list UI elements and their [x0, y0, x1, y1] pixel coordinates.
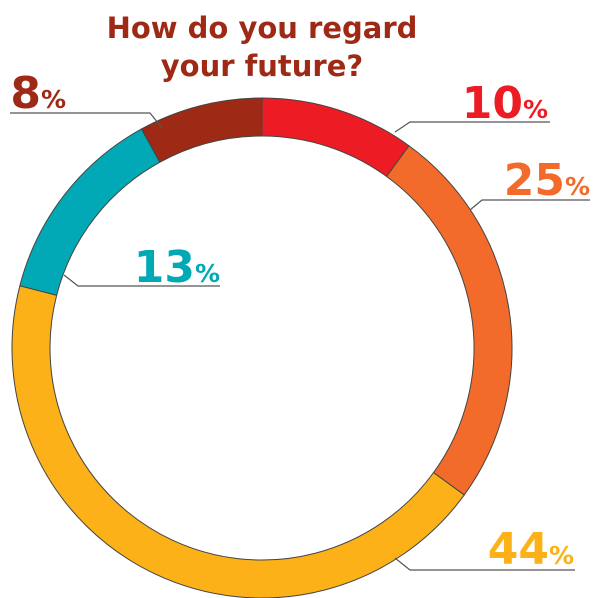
chart-title: your future?	[161, 49, 363, 83]
donut-segment	[385, 145, 513, 496]
donut-segment	[261, 97, 410, 178]
data-label: 25%	[504, 155, 590, 206]
leader-line	[394, 121, 550, 133]
leader-line	[63, 274, 220, 287]
leader-line	[10, 112, 163, 129]
label-unit: %	[549, 541, 574, 570]
label-number: 10	[462, 78, 523, 129]
donut-segment	[11, 285, 465, 598]
chart-title: How do you regard	[107, 11, 418, 45]
label-number: 8	[10, 68, 41, 119]
label-unit: %	[565, 172, 590, 201]
label-number: 25	[504, 155, 565, 206]
leader-line	[469, 199, 590, 211]
donut-segment	[140, 97, 263, 163]
label-number: 44	[488, 524, 549, 575]
label-unit: %	[195, 259, 220, 288]
data-label: 13%	[134, 242, 220, 293]
label-unit: %	[41, 85, 66, 114]
label-unit: %	[523, 95, 548, 124]
data-label: 8%	[10, 68, 66, 119]
data-label: 10%	[462, 78, 548, 129]
label-number: 13	[134, 242, 195, 293]
data-label: 44%	[488, 524, 574, 575]
leader-line	[394, 557, 575, 571]
